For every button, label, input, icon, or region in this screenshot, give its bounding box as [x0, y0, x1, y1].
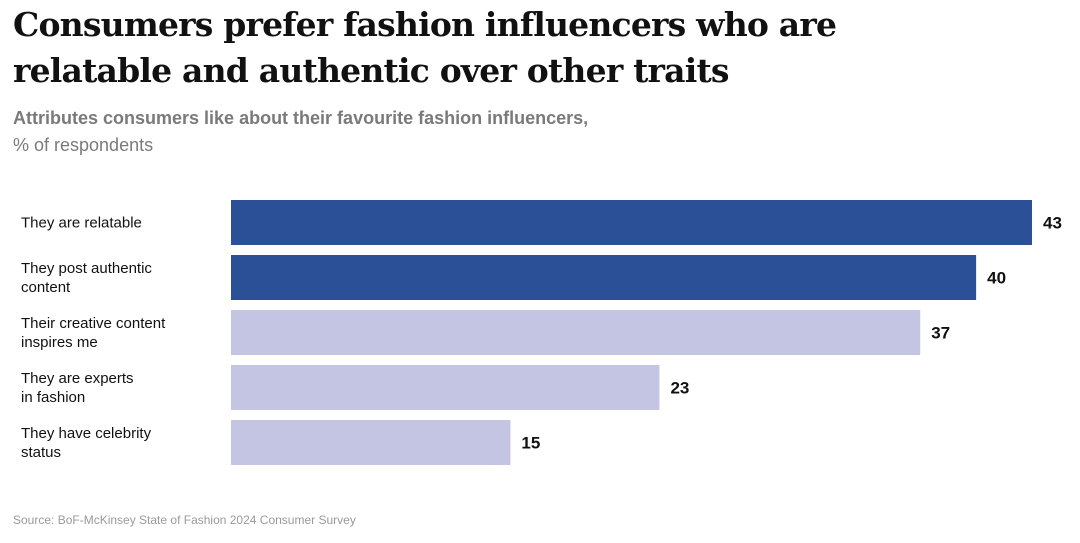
bar — [231, 365, 660, 410]
bar — [231, 200, 1032, 245]
value-label: 15 — [521, 434, 540, 453]
value-label: 40 — [987, 269, 1006, 288]
category-label: They are experts in fashion — [21, 370, 134, 406]
category-label: They have celebrity status — [21, 425, 152, 461]
value-label: 43 — [1043, 214, 1062, 233]
category-label-line: Their creative content — [21, 315, 166, 332]
bar-group: They are relatable 43 — [21, 200, 1062, 245]
bar-group: They post authentic content 40 — [21, 255, 1006, 300]
bar — [231, 255, 977, 300]
category-label-line: inspires me — [21, 334, 98, 351]
value-label: 37 — [931, 324, 950, 343]
chart-title-line-2: relatable and authentic over other trait… — [13, 51, 729, 90]
chart-subtitle-line-1: Attributes consumers like about their fa… — [13, 108, 589, 128]
category-label-line: content — [21, 279, 71, 296]
category-label-line: They have celebrity — [21, 425, 152, 442]
bar-chart: They are relatable 43 They post authentic c… — [21, 200, 1062, 465]
bar-group: Their creative content inspires me 37 — [21, 310, 950, 355]
chart-subtitle: Attributes consumers like about their fa… — [13, 105, 713, 159]
category-label: Their creative content inspires me — [21, 315, 166, 351]
chart-subtitle-line-2: % of respondents — [13, 135, 154, 155]
category-label: They post authentic content — [21, 260, 152, 296]
bar — [231, 420, 511, 465]
category-label: They are relatable — [21, 215, 142, 232]
source-note: Source: BoF-McKinsey State of Fashion 20… — [13, 513, 356, 527]
bar — [231, 310, 921, 355]
category-label-line: in fashion — [21, 389, 85, 406]
category-label-line: They are relatable — [21, 215, 142, 232]
value-label: 23 — [670, 379, 689, 398]
category-label-line: status — [21, 444, 61, 461]
bar-group: They are experts in fashion 23 — [21, 365, 689, 410]
category-label-line: They are experts — [21, 370, 134, 387]
bar-group: They have celebrity status 15 — [21, 420, 540, 465]
chart-title-line-1: Consumers prefer fashion influencers who… — [13, 5, 837, 44]
chart-title: Consumers prefer fashion influencers who… — [13, 2, 913, 94]
category-label-line: They post authentic — [21, 260, 152, 277]
